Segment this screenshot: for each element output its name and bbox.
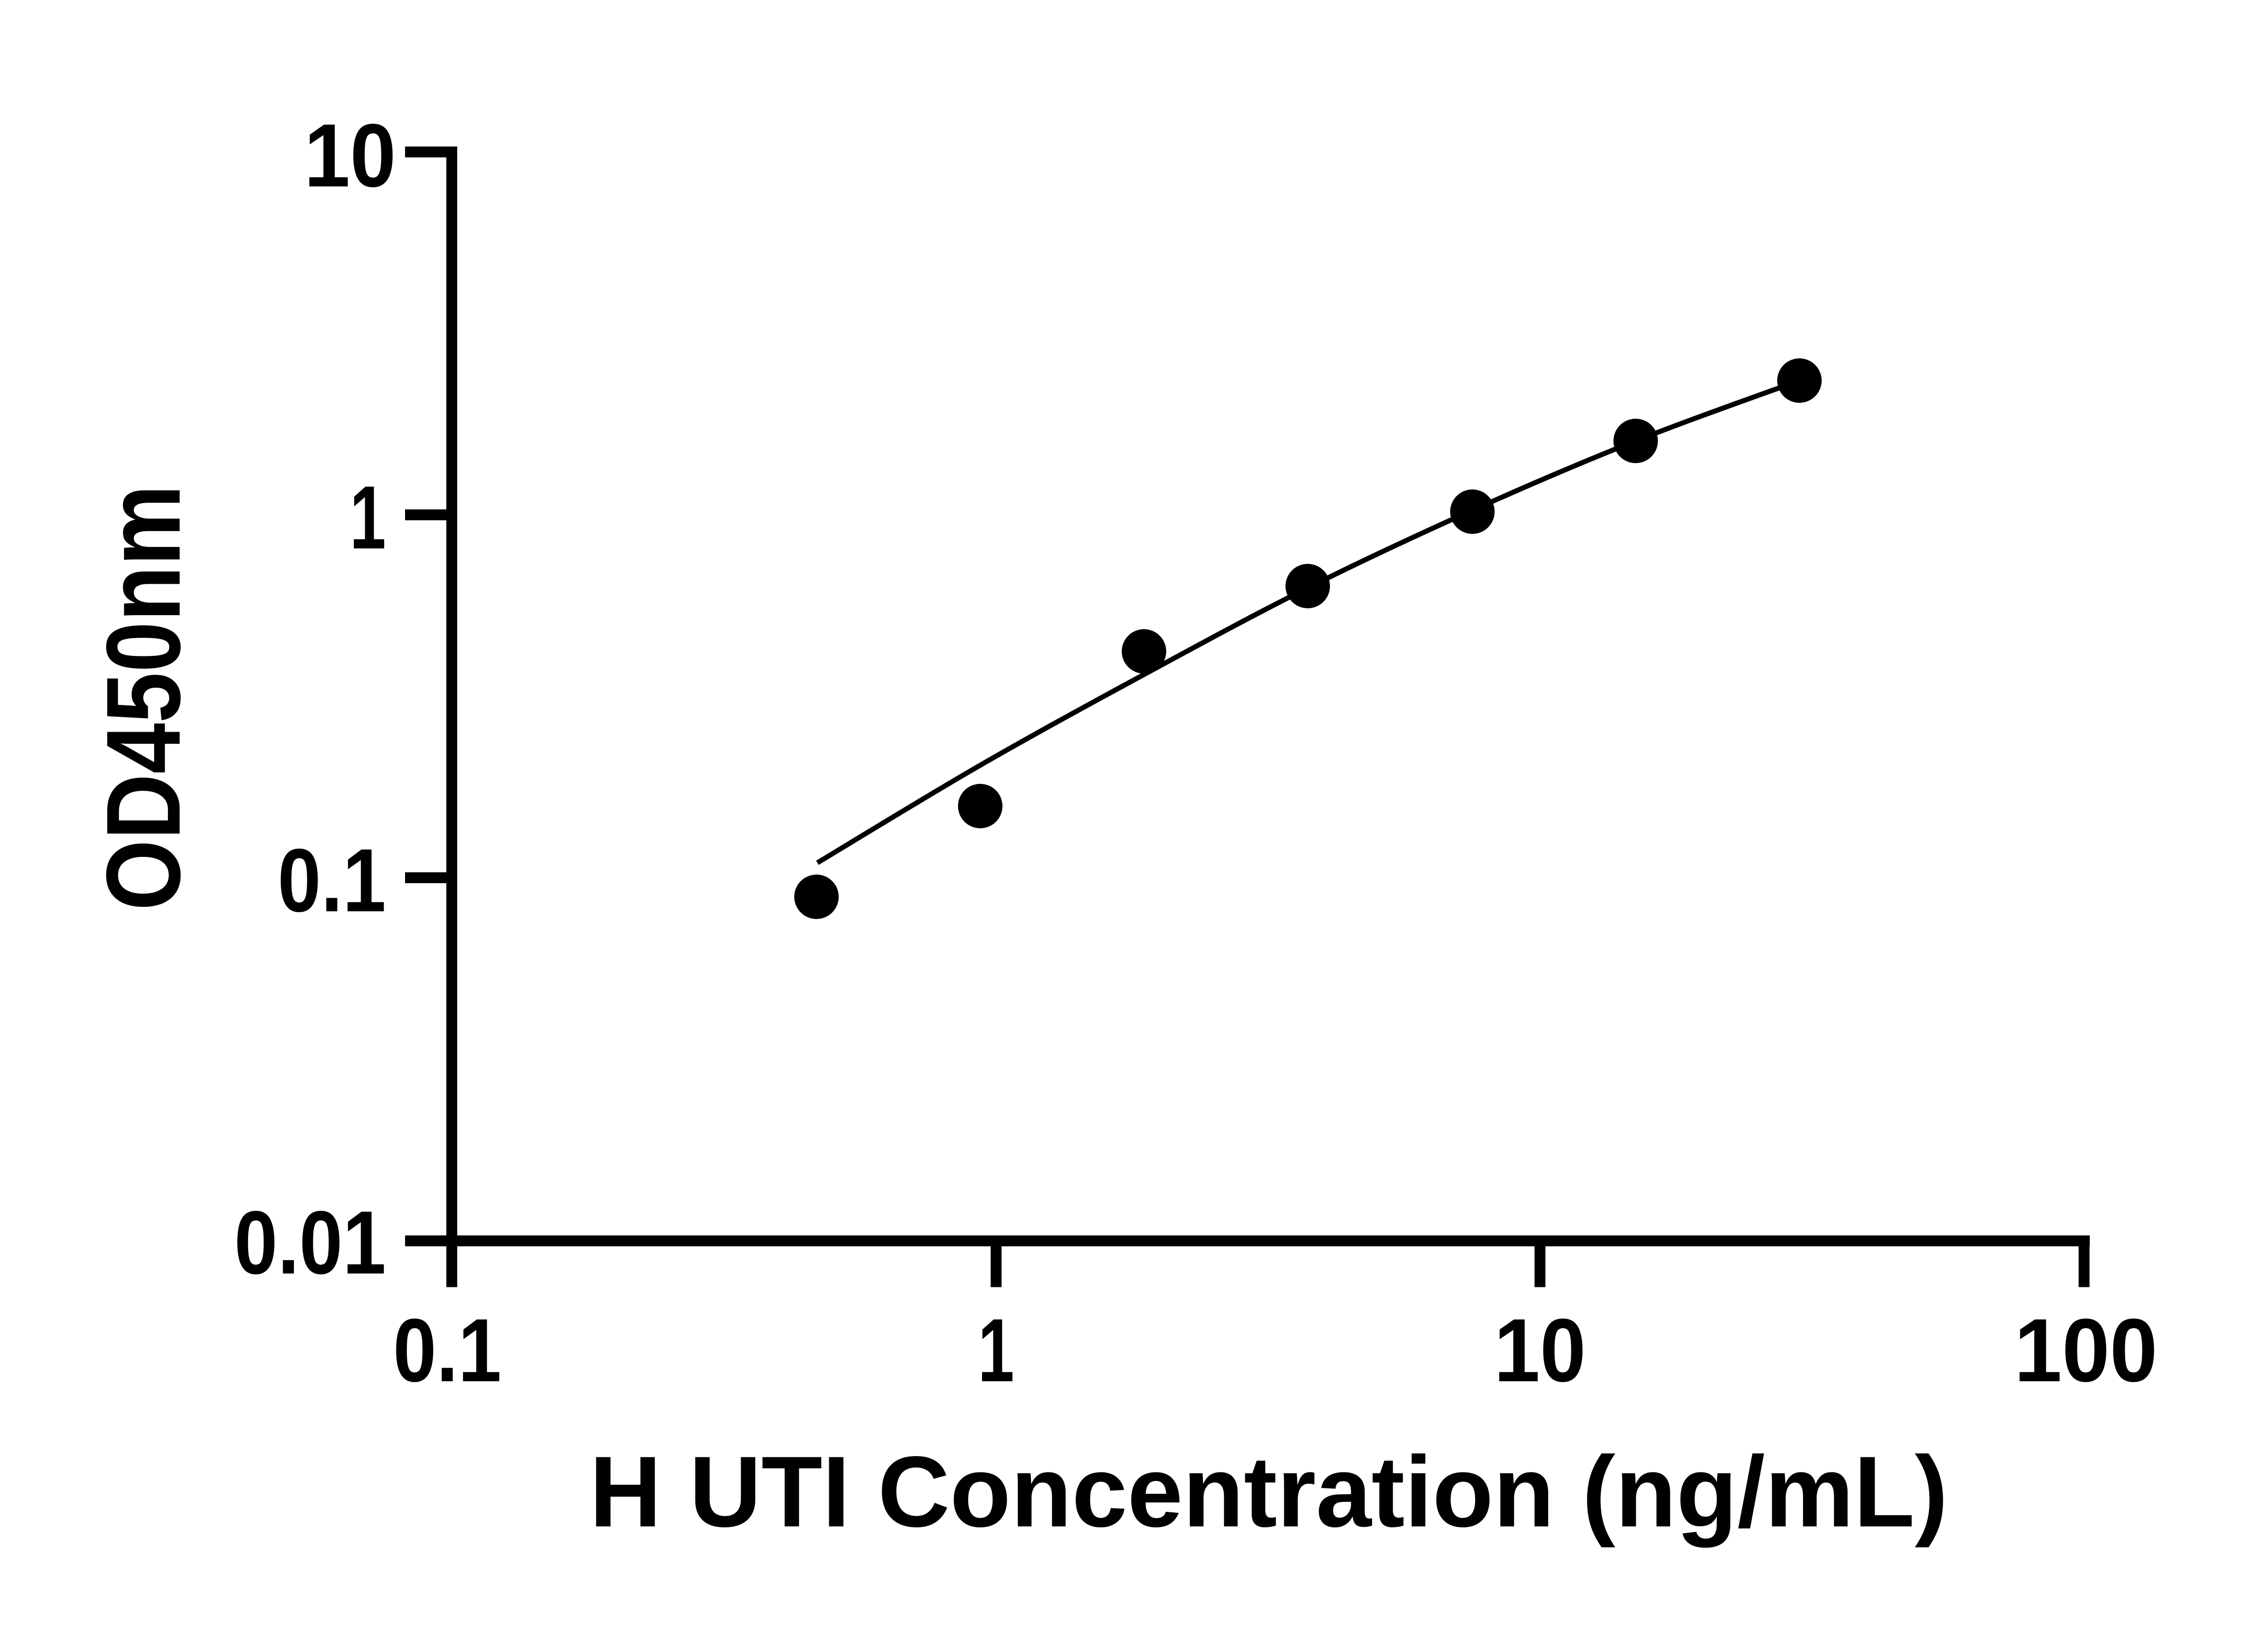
svg-text:0.01: 0.01 — [234, 1193, 386, 1293]
svg-text:H UTI Concentration (ng/mL): H UTI Concentration (ng/mL) — [590, 1436, 1948, 1548]
svg-text:10: 10 — [1494, 1300, 1586, 1400]
svg-text:1: 1 — [978, 1300, 1014, 1400]
svg-text:0.1: 0.1 — [393, 1300, 502, 1400]
svg-text:0.1: 0.1 — [278, 830, 386, 930]
svg-text:10: 10 — [304, 105, 396, 205]
svg-text:OD450nm: OD450nm — [85, 485, 202, 911]
svg-text:1: 1 — [350, 467, 386, 567]
svg-text:100: 100 — [2014, 1300, 2158, 1400]
